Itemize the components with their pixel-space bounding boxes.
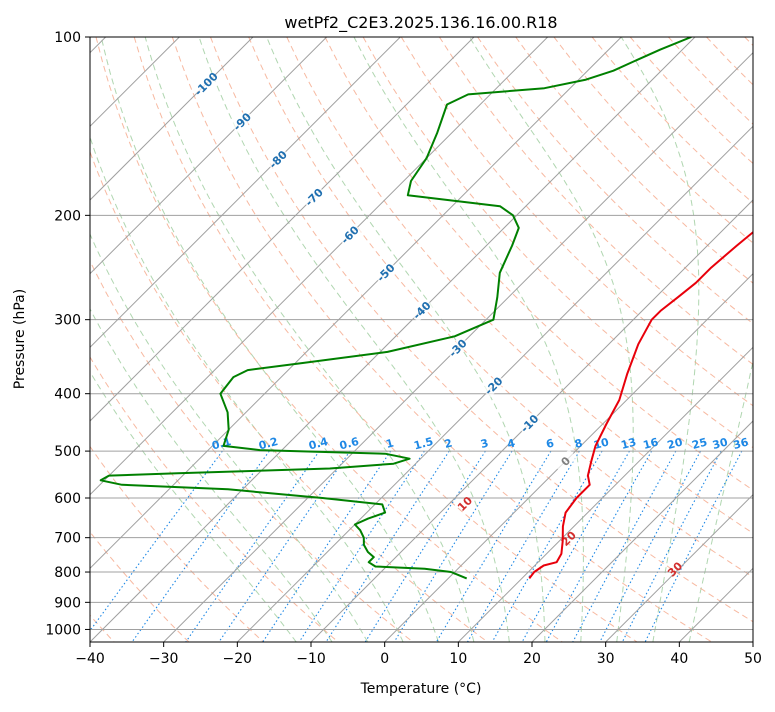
y-tick-label: 600 [54, 491, 81, 507]
x-axis-label: Temperature (°C) [360, 681, 482, 697]
x-tick-label: 0 [380, 651, 389, 667]
x-tick-label: −20 [223, 651, 253, 667]
x-tick-label: 40 [670, 651, 688, 667]
x-tick-label: −40 [75, 651, 105, 667]
y-tick-label: 300 [54, 313, 81, 329]
y-axis-label: Pressure (hPa) [12, 289, 28, 389]
y-tick-label: 100 [54, 30, 81, 46]
x-tick-label: 30 [597, 651, 615, 667]
x-tick-label: −30 [149, 651, 179, 667]
y-tick-label: 200 [54, 208, 81, 224]
x-tick-label: 20 [523, 651, 541, 667]
x-tick-label: 50 [744, 651, 762, 667]
x-tick-label: 10 [449, 651, 467, 667]
y-tick-label: 900 [54, 595, 81, 611]
y-tick-label: 400 [54, 387, 81, 403]
y-tick-label: 500 [54, 444, 81, 460]
y-tick-label: 1000 [45, 622, 81, 638]
chart-title: wetPf2_C2E3.2025.136.16.00.R18 [284, 13, 557, 33]
y-tick-label: 700 [54, 531, 81, 547]
y-tick-label: 800 [54, 565, 81, 581]
x-tick-label: −10 [296, 651, 326, 667]
